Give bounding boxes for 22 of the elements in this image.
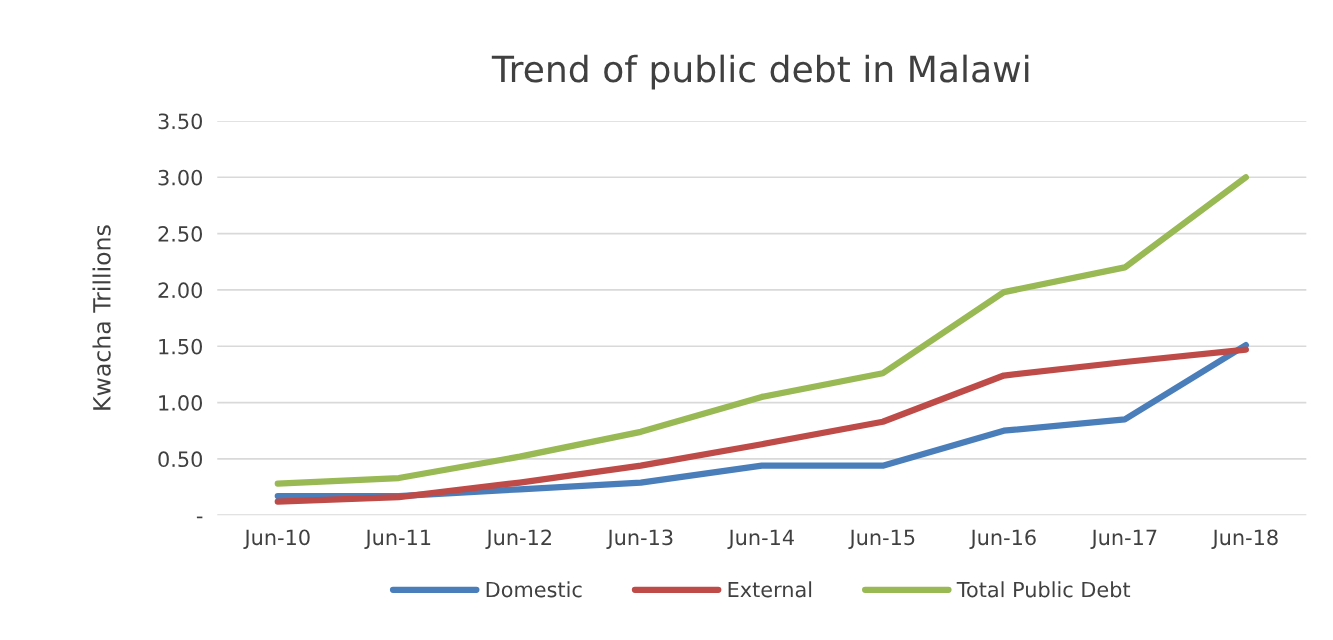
- x-tick-label: Jun-14: [727, 529, 794, 550]
- y-tick-label: 1.50: [159, 338, 203, 355]
- x-tick-label: Jun-16: [969, 529, 1036, 550]
- legend-label: External: [728, 581, 812, 598]
- y-tick-label: 1.00: [159, 395, 203, 411]
- chart-title: Trend of public debt in Malawi: [491, 54, 1029, 90]
- legend-label: Domestic: [486, 581, 582, 598]
- x-tick-label: Jun-12: [485, 529, 551, 550]
- x-tick-label: Jun-17: [1090, 529, 1157, 550]
- y-axis-title: Kwacha Trillions: [92, 225, 111, 410]
- y-tick-label: -: [196, 516, 203, 519]
- x-tick-label: Jun-10: [243, 529, 310, 550]
- x-tick-label: Jun-15: [848, 529, 915, 550]
- y-tick-label: 2.50: [158, 226, 203, 242]
- y-tick-label: 3.00: [158, 169, 203, 186]
- x-tick-label: Jun-13: [606, 529, 673, 550]
- y-tick-label: 2.00: [158, 282, 203, 299]
- x-tick-label: Jun-11: [364, 529, 431, 550]
- legend-label: Total Public Debt: [956, 581, 1131, 598]
- x-tick-label: Jun-18: [1211, 529, 1278, 550]
- y-tick-label: 0.50: [158, 451, 203, 468]
- y-tick-label: 3.50: [158, 113, 203, 130]
